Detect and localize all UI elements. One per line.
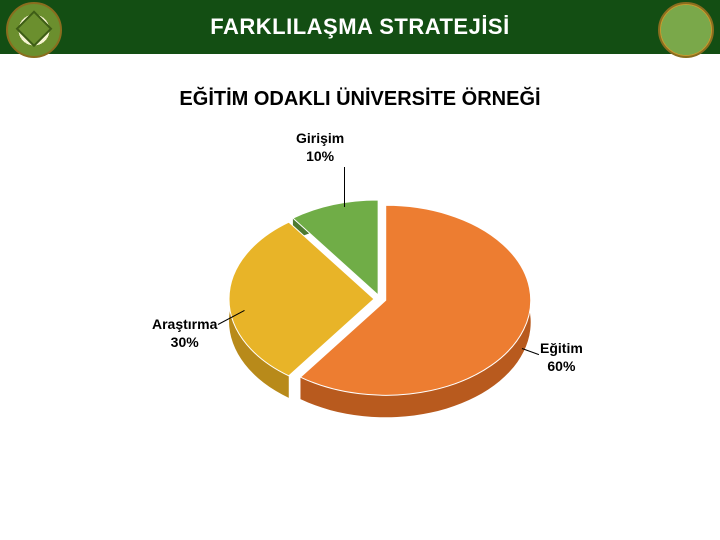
pie-label-girisim-pct: 10%: [306, 148, 334, 164]
pie-label-girisim-name: Girişim: [296, 130, 344, 146]
slide-title: FARKLILAŞMA STRATEJİSİ: [210, 14, 509, 40]
pie-label-egitim-name: Eğitim: [540, 340, 583, 356]
slide-body: EĞİTİM ODAKLI ÜNİVERSİTE ÖRNEĞİ Girişim …: [0, 54, 720, 540]
university-logo-left-icon: [6, 2, 62, 58]
pie-chart: [220, 164, 540, 424]
pie-chart-svg: [220, 164, 540, 424]
pie-label-girisim: Girişim 10%: [296, 130, 344, 165]
leader-girisim: [344, 167, 345, 207]
pie-label-arastirma: Araştırma 30%: [152, 316, 217, 351]
pie-label-egitim: Eğitim 60%: [540, 340, 583, 375]
slide-subtitle: EĞİTİM ODAKLI ÜNİVERSİTE ÖRNEĞİ: [179, 88, 540, 111]
pie-label-arastirma-pct: 30%: [171, 334, 199, 350]
university-logo-right-icon: [658, 2, 714, 58]
header-bar: FARKLILAŞMA STRATEJİSİ: [0, 0, 720, 54]
pie-label-egitim-pct: 60%: [547, 358, 575, 374]
pie-label-arastirma-name: Araştırma: [152, 316, 217, 332]
